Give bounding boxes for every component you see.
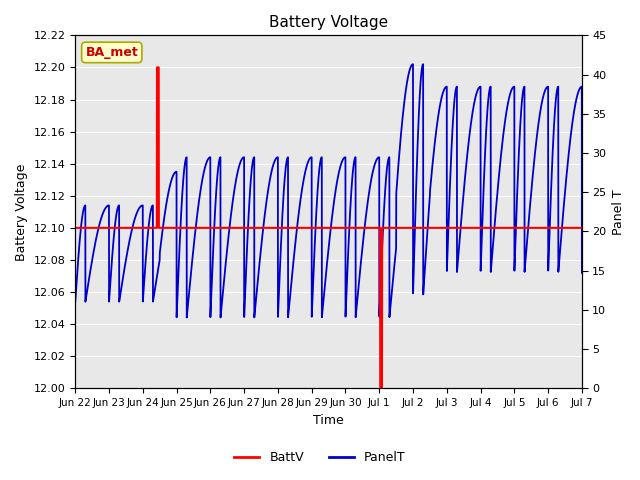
Y-axis label: Battery Voltage: Battery Voltage [15, 163, 28, 261]
Y-axis label: Panel T: Panel T [612, 189, 625, 235]
Legend: BattV, PanelT: BattV, PanelT [229, 446, 411, 469]
Title: Battery Voltage: Battery Voltage [269, 15, 388, 30]
X-axis label: Time: Time [313, 414, 344, 427]
Text: BA_met: BA_met [85, 46, 138, 59]
